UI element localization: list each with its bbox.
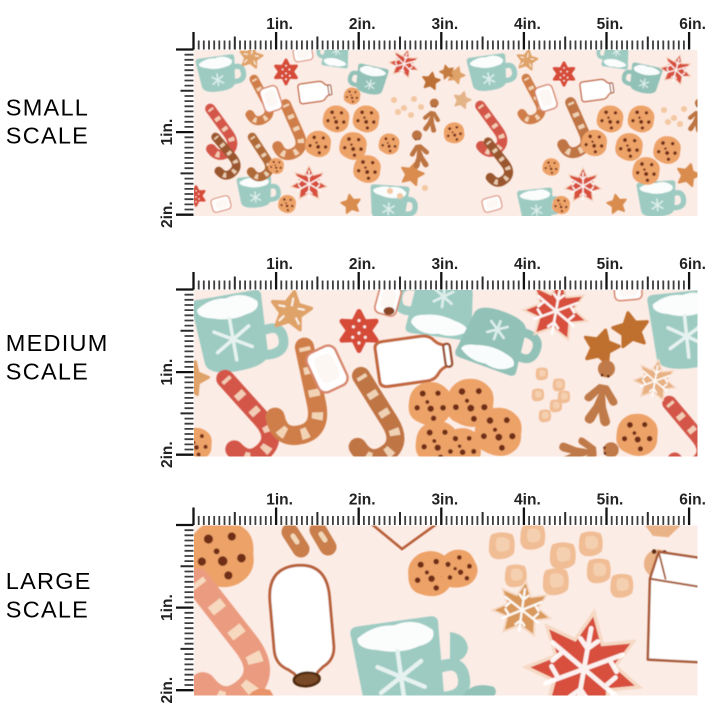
svg-text:2in.: 2in. <box>159 201 176 228</box>
svg-text:LARGE: LARGE <box>6 568 92 594</box>
svg-text:6in.: 6in. <box>679 491 706 508</box>
svg-text:1in.: 1in. <box>266 256 293 273</box>
svg-text:4in.: 4in. <box>514 491 541 508</box>
svg-text:6in.: 6in. <box>679 256 706 273</box>
svg-text:SCALE: SCALE <box>6 359 89 385</box>
svg-text:1in.: 1in. <box>159 359 176 386</box>
svg-text:4in.: 4in. <box>514 256 541 273</box>
svg-text:2in.: 2in. <box>349 491 376 508</box>
svg-text:2in.: 2in. <box>349 16 376 33</box>
svg-text:4in.: 4in. <box>514 16 541 33</box>
svg-text:SCALE: SCALE <box>6 597 89 623</box>
svg-text:3in.: 3in. <box>431 256 458 273</box>
svg-text:6in.: 6in. <box>679 16 706 33</box>
svg-text:1in.: 1in. <box>159 119 176 146</box>
svg-text:SCALE: SCALE <box>6 123 89 149</box>
svg-text:5in.: 5in. <box>597 16 624 33</box>
svg-text:1in.: 1in. <box>266 16 293 33</box>
svg-text:SMALL: SMALL <box>6 95 89 121</box>
svg-text:2in.: 2in. <box>349 256 376 273</box>
svg-text:3in.: 3in. <box>431 491 458 508</box>
svg-text:MEDIUM: MEDIUM <box>6 330 109 356</box>
svg-text:5in.: 5in. <box>597 256 624 273</box>
svg-text:1in.: 1in. <box>159 594 176 621</box>
svg-text:2in.: 2in. <box>159 677 176 704</box>
svg-text:1in.: 1in. <box>266 491 293 508</box>
svg-text:5in.: 5in. <box>597 491 624 508</box>
svg-text:2in.: 2in. <box>159 441 176 468</box>
svg-text:3in.: 3in. <box>431 16 458 33</box>
